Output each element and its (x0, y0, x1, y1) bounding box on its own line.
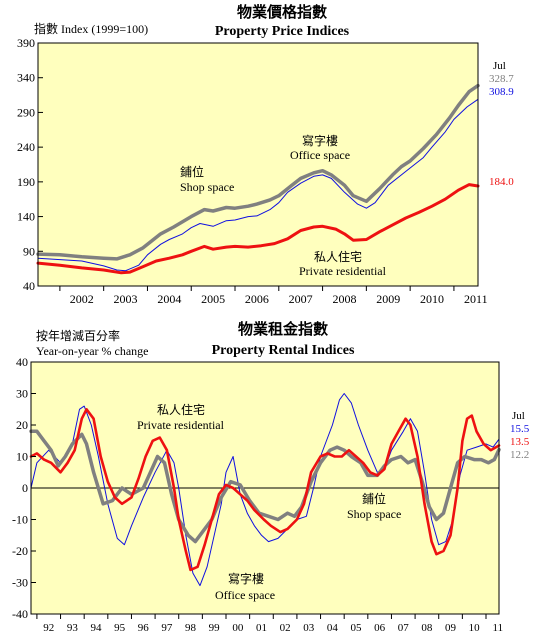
price-chart-title-zh: 物業價格指數 (237, 3, 327, 21)
price-x-tick-label: 2011 (464, 292, 488, 306)
rental-y-tick-label: -10 (12, 513, 28, 527)
rental-y-tick-label: -30 (12, 576, 28, 590)
price-annotation-res-en: Private residential (299, 264, 387, 278)
rental-y-tick-label: -40 (12, 607, 28, 621)
price-x-tick-label: 2010 (420, 292, 444, 306)
rental-x-tick-label: 08 (421, 622, 433, 634)
rental-annotation-res-zh: 私人住宅 (157, 402, 205, 417)
rental-chart-title-zh: 物業租金指數 (238, 320, 328, 338)
rental-x-tick-label: 96 (138, 622, 150, 634)
rental-x-tick-label: 01 (256, 622, 267, 634)
rental-x-tick-label: 11 (493, 622, 504, 634)
price-x-tick-label: 2003 (114, 292, 138, 306)
price-chart-title-en: Property Price Indices (215, 24, 350, 39)
price-y-tick-label: 390 (17, 36, 35, 50)
price-x-tick-label: 2006 (245, 292, 269, 306)
rental-end-value-res: 13.5 (510, 436, 530, 448)
price-y-tick-label: 240 (17, 140, 35, 154)
rental-x-tick-label: 97 (161, 622, 173, 634)
rental-x-tick-label: 94 (91, 622, 103, 634)
rental-x-tick-label: 07 (398, 622, 410, 634)
price-end-value-office: 308.9 (489, 86, 514, 98)
rental-series-office-space (30, 393, 500, 587)
rental-x-tick-label: 95 (114, 622, 126, 634)
rental-y-tick-label: 10 (16, 450, 28, 464)
price-series-private-residential (36, 183, 480, 275)
rental-end-value-shop: 12.2 (510, 449, 529, 461)
rental-annotation-shop-zh: 鋪位 (362, 491, 386, 506)
price-annotation-res-zh: 私人住宅 (314, 249, 362, 264)
rental-end-value-office: 15.5 (510, 423, 530, 435)
price-y-tick-label: 340 (17, 71, 35, 85)
price-y-tick-label: 290 (17, 105, 35, 119)
rental-y-tick-label: -20 (12, 544, 28, 558)
price-x-tick-label: 2008 (332, 292, 356, 306)
price-annotation-shop-zh: 鋪位 (180, 164, 204, 179)
rental-y-tick-label: 30 (16, 387, 28, 401)
price-end-label: Jul (493, 60, 506, 72)
rental-x-tick-label: 00 (232, 622, 244, 634)
rental-x-tick-label: 03 (303, 622, 315, 634)
rental-annotation-res-en: Private residential (137, 418, 225, 432)
rental-chart: 物業租金指數 Property Rental Indices 按年增減百分率 Y… (12, 320, 530, 634)
price-x-tick-label: 2004 (157, 292, 181, 306)
rental-annotation-shop-en: Shop space (347, 507, 401, 521)
rental-y-axis-label-en: Year-on-year % change (36, 344, 149, 358)
price-annotation-shop-en: Shop space (180, 180, 234, 194)
rental-x-tick-label: 98 (185, 622, 197, 634)
rental-x-tick-label: 09 (445, 622, 457, 634)
price-x-tick-label: 2005 (201, 292, 225, 306)
rental-chart-title-en: Property Rental Indices (212, 343, 355, 358)
rental-y-tick-label: 40 (16, 355, 28, 369)
price-y-tick-label: 40 (23, 279, 35, 293)
price-x-tick-label: 2007 (289, 292, 313, 306)
rental-end-label: Jul (512, 410, 525, 422)
rental-x-tick-label: 04 (327, 622, 339, 634)
rental-y-tick-label: 20 (16, 418, 28, 432)
price-end-value-shop: 328.7 (489, 73, 514, 85)
rental-y-axis-label-zh: 按年增減百分率 (36, 328, 120, 343)
rental-x-tick-label: 93 (67, 622, 79, 634)
price-series-office-space (37, 98, 479, 272)
price-end-value-res: 184.0 (489, 176, 514, 188)
price-annotation-office-zh: 寫字樓 (302, 133, 338, 148)
rental-x-tick-label: 99 (209, 622, 221, 634)
rental-y-tick-label: 0 (22, 481, 28, 495)
price-plot-area (38, 43, 478, 286)
price-x-tick-label: 2009 (376, 292, 400, 306)
rental-series-private-residential (29, 408, 501, 572)
rental-annotation-office-en: Office space (215, 588, 275, 602)
price-x-tick-label: 2002 (70, 292, 94, 306)
price-annotation-office-en: Office space (290, 148, 350, 162)
rental-x-tick-label: 10 (469, 622, 481, 634)
rental-x-tick-label: 02 (280, 622, 291, 634)
rental-annotation-office-zh: 寫字樓 (228, 571, 264, 586)
price-y-axis-label: 指數 Index (1999=100) (34, 21, 148, 36)
price-y-tick-label: 190 (17, 175, 35, 189)
rental-x-tick-label: 05 (351, 622, 363, 634)
price-series-shop-space (36, 83, 480, 261)
price-y-tick-label: 140 (17, 210, 35, 224)
rental-x-tick-label: 92 (43, 622, 54, 634)
rental-series-shop-space (29, 429, 501, 544)
price-chart: 物業價格指數 Property Price Indices 指數 Index (… (17, 3, 514, 306)
rental-x-tick-label: 06 (374, 622, 386, 634)
price-y-tick-label: 90 (23, 244, 35, 258)
price-plot-frame (37, 42, 479, 287)
